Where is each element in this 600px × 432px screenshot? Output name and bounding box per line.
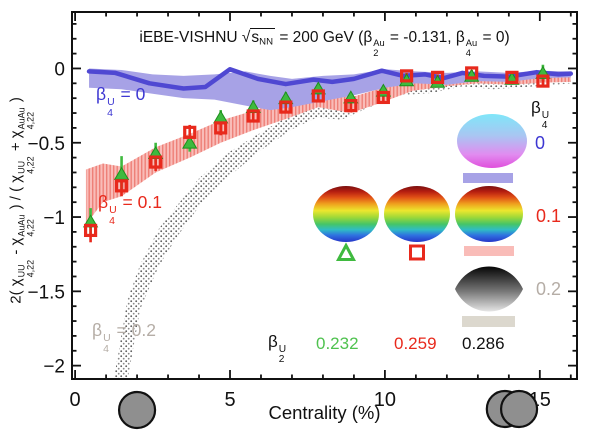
legend-beta2-value-red: 0.259	[394, 334, 437, 353]
central-collision-circle	[117, 390, 157, 430]
legend-ellipsoid-rainbow-1-icon	[313, 186, 379, 242]
red-square-point	[536, 74, 550, 88]
red-square-point	[279, 100, 293, 114]
legend-value-02: 0.2	[536, 279, 562, 299]
legend-swatch-gray-band	[462, 316, 515, 327]
red-square-point	[430, 70, 445, 84]
red-square-point	[311, 89, 325, 103]
y-tick-label: −0.5	[27, 134, 65, 155]
red-square-point	[505, 70, 519, 84]
legend-beta2-value-green: 0.232	[316, 334, 359, 353]
red-square-point	[400, 69, 414, 83]
red-square-point	[149, 155, 163, 169]
x-tick-label: 10	[374, 389, 396, 411]
legend-ellipsoid-beta4-0-icon	[457, 114, 527, 168]
peripheral-collision-circle	[499, 389, 539, 429]
blue-band	[89, 68, 571, 111]
red-square-point	[376, 90, 390, 105]
legend-ellipsoid-rainbow-2-icon	[384, 186, 450, 242]
legend-value-01: 0.1	[536, 206, 562, 226]
green-triangle-point	[182, 135, 198, 149]
y-tick-label: −1	[43, 208, 65, 229]
y-tick-label: −2	[43, 357, 65, 378]
red-square-marker-icon	[409, 244, 425, 261]
legend-beta2-value-black: 0.286	[462, 334, 505, 353]
x-tick-label: 5	[224, 389, 235, 411]
red-square-point	[465, 66, 479, 80]
red-square-point	[214, 121, 228, 135]
blue-line	[86, 66, 574, 91]
green-triangle-marker-icon	[335, 242, 357, 261]
red-square-point	[183, 125, 197, 139]
y-tick-label: 0	[54, 59, 65, 80]
plot-frame	[71, 11, 578, 380]
chart-title: iEBE-VISHNU √sNN = 200 GeV (β Au 2 = -0.13…	[139, 28, 510, 58]
legend-swatch-pink-band	[464, 246, 514, 256]
legend-value-0: 0	[535, 133, 546, 153]
y-tick-label: −1.5	[27, 282, 65, 303]
x-tick-label: 0	[70, 389, 81, 411]
red-square-point	[83, 223, 98, 238]
x-axis-label: Centrality (%)	[268, 402, 381, 423]
red-square-point	[246, 109, 260, 123]
red-square-point	[114, 179, 129, 193]
red-square-point	[344, 99, 358, 113]
legend-swatch-blue-band	[463, 173, 513, 183]
plot-series	[82, 64, 574, 379]
legend-ellipsoid-beta4-02-icon	[455, 266, 523, 312]
legend-ellipsoid-rainbow-3-icon	[455, 186, 523, 242]
y-axis-label: 2( χ UU 4,22 - χ AuAu 4,22 ) / ( χ UU 4,22 + χ…	[7, 97, 37, 304]
pink-hatched-band	[85, 72, 571, 225]
